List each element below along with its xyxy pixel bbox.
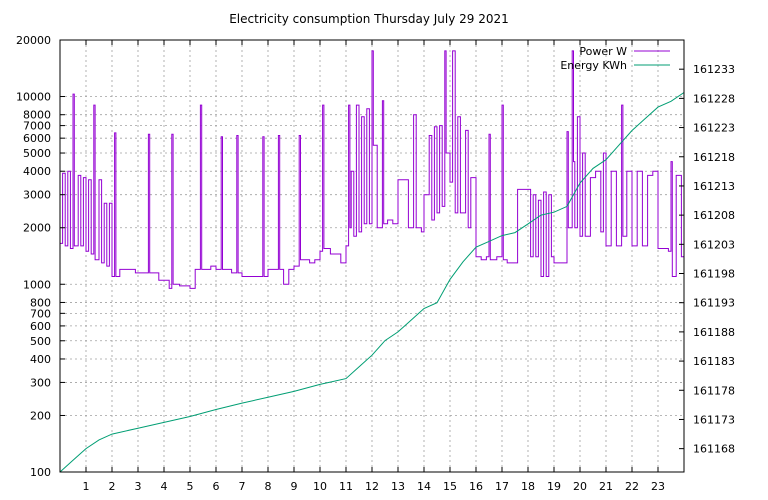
tick-label-y-right: 161223	[693, 122, 735, 135]
tick-label-y-right: 161208	[693, 209, 735, 222]
tick-label-y-left: 8000	[23, 109, 51, 122]
tick-label-y-right: 161203	[693, 238, 735, 251]
series-line-power	[60, 50, 684, 289]
tick-label-y-left: 7000	[23, 120, 51, 133]
tick-label-y-right: 161168	[693, 443, 735, 456]
plot-frame	[59, 39, 685, 473]
tick-label-y-left: 600	[30, 320, 51, 333]
legend-label-energy: Energy KWh	[560, 59, 627, 72]
tick-label-y-right: 161233	[693, 63, 735, 76]
tick-label-x: 4	[161, 480, 168, 493]
tick-label-x: 2	[109, 480, 116, 493]
tick-label-x: 20	[573, 480, 587, 493]
tick-label-x: 16	[469, 480, 483, 493]
tick-label-x: 7	[239, 480, 246, 493]
tick-label-y-right: 161193	[693, 297, 735, 310]
legend: Power W Energy KWh	[560, 45, 670, 72]
tick-label-y-right: 161183	[693, 355, 735, 368]
tick-label-y-right: 161228	[693, 92, 735, 105]
tick-label-y-right: 161173	[693, 413, 735, 426]
tick-label-x: 11	[339, 480, 353, 493]
tick-label-y-left: 500	[30, 335, 51, 348]
tick-label-y-left: 1000	[23, 278, 51, 291]
tick-label-x: 19	[547, 480, 561, 493]
tick-label-x: 5	[187, 480, 194, 493]
tick-label-y-left: 200	[30, 409, 51, 422]
tick-label-x: 1	[83, 480, 90, 493]
tick-label-y-right: 161178	[693, 384, 735, 397]
tick-label-y-right: 161218	[693, 151, 735, 164]
tick-label-x: 10	[313, 480, 327, 493]
tick-label-x: 14	[417, 480, 431, 493]
tick-label-y-left: 400	[30, 353, 51, 366]
axes: 1 2 3 4 5 6 7 8 9 10 11 12 13 14 15 16 17 18 19 20 21 22 23100…	[16, 34, 735, 493]
tick-label-x: 22	[625, 480, 639, 493]
tick-label-y-left: 3000	[23, 189, 51, 202]
tick-label-y-left: 300	[30, 376, 51, 389]
tick-label-y-left: 2000	[23, 222, 51, 235]
tick-label-x: 23	[651, 480, 665, 493]
tick-label-x: 17	[495, 480, 509, 493]
tick-label-y-right: 161213	[693, 180, 735, 193]
tick-label-y-left: 800	[30, 296, 51, 309]
tick-label-x: 6	[213, 480, 220, 493]
legend-label-power: Power W	[579, 45, 627, 58]
tick-label-x: 18	[521, 480, 535, 493]
series-line-energy	[59, 92, 685, 473]
tick-label-x: 13	[391, 480, 405, 493]
tick-label-y-left: 4000	[23, 165, 51, 178]
tick-label-x: 21	[599, 480, 613, 493]
tick-label-x: 9	[291, 480, 298, 493]
tick-label-y-left: 6000	[23, 132, 51, 145]
series-layer	[59, 50, 685, 473]
tick-label-y-left: 20000	[16, 34, 51, 47]
tick-label-x: 12	[365, 480, 379, 493]
tick-label-y-left: 10000	[16, 91, 51, 104]
tick-label-y-right: 161188	[693, 326, 735, 339]
tick-label-y-right: 161198	[693, 268, 735, 281]
chart-title: Electricity consumption Thursday July 29…	[229, 12, 509, 26]
tick-label-x: 3	[135, 480, 142, 493]
tick-label-x: 8	[265, 480, 272, 493]
tick-label-y-left: 100	[30, 466, 51, 479]
tick-label-y-left: 700	[30, 307, 51, 320]
tick-label-y-left: 5000	[23, 147, 51, 160]
tick-label-x: 15	[443, 480, 457, 493]
